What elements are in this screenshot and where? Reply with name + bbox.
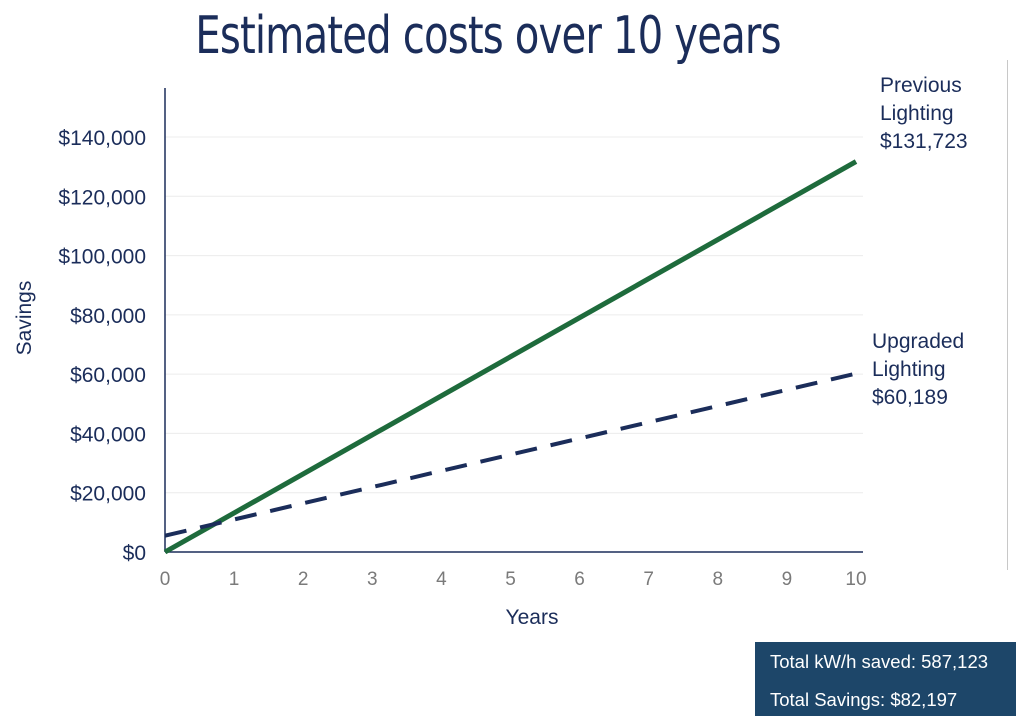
series-labels: Previous Lighting $131,723 Upgraded Lighting… (872, 74, 968, 409)
axes (164, 88, 863, 553)
series-label-line: Lighting (880, 102, 954, 125)
x-tick-label: 6 (574, 569, 585, 590)
y-tick-label: $80,000 (70, 305, 146, 328)
series-label-line: $60,189 (872, 386, 948, 409)
series-label-line: Previous (880, 74, 962, 97)
x-tick-label: 5 (505, 569, 516, 590)
x-tick-label: 8 (713, 569, 724, 590)
summary-box: Total kW/h saved: 587,123 Total Savings:… (755, 642, 1016, 716)
y-tick-labels: $0 $20,000 $40,000 $60,000 $80,000 $100,000 $1… (58, 127, 146, 565)
total-kwh-saved: Total kW/h saved: 587,123 (770, 651, 989, 672)
x-tick-label: 1 (229, 569, 240, 590)
x-tick-label: 0 (160, 569, 171, 590)
total-savings: Total Savings: $82,197 (770, 689, 958, 710)
previous-lighting-line (163, 159, 858, 555)
chart-title: Estimated costs over 10 years (195, 6, 781, 66)
y-tick-label: $0 (123, 542, 146, 565)
x-axis-title: Years (506, 606, 559, 629)
y-tick-label: $120,000 (58, 186, 146, 209)
x-tick-label: 3 (367, 569, 378, 590)
y-tick-label: $60,000 (70, 364, 146, 387)
series-label-line: Upgraded (872, 330, 964, 353)
y-tick-label: $40,000 (70, 423, 146, 446)
grid-lines (165, 136, 863, 494)
y-tick-label: $100,000 (58, 246, 146, 269)
x-tick-label: 10 (845, 569, 866, 590)
series-label-line: Lighting (872, 358, 946, 381)
series-label-line: $131,723 (880, 130, 968, 153)
y-tick-label: $140,000 (58, 127, 146, 150)
y-tick-label: $20,000 (70, 483, 146, 506)
series-lines (163, 159, 858, 555)
x-tick-label: 4 (436, 569, 447, 590)
right-divider (1007, 60, 1008, 570)
x-tick-label: 2 (298, 569, 309, 590)
upgraded-lighting-line (164, 371, 857, 538)
x-tick-label: 7 (643, 569, 654, 590)
x-tick-labels: 0 1 2 3 4 5 6 7 8 9 10 (160, 569, 867, 590)
y-axis-title: Savings (13, 281, 36, 356)
x-tick-label: 9 (782, 569, 793, 590)
